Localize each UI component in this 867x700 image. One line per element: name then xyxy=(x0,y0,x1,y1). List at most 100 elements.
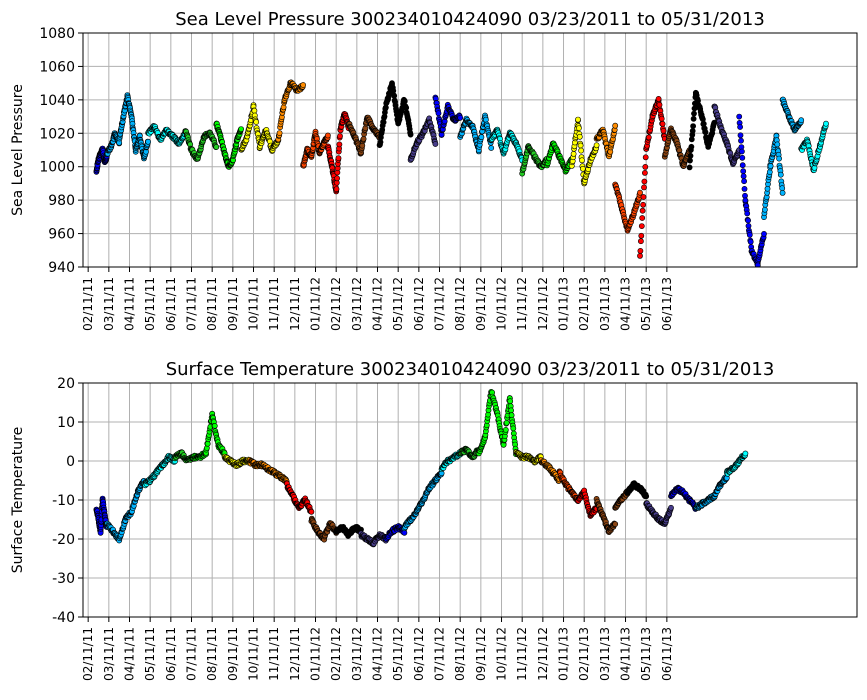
data-point xyxy=(740,168,747,175)
series-segment xyxy=(275,79,306,143)
data-point xyxy=(575,116,581,123)
x-tick-label: 11/11/12 xyxy=(515,627,529,681)
data-point xyxy=(337,133,343,139)
series-segment xyxy=(661,125,693,169)
series-segment xyxy=(407,115,439,163)
data-point xyxy=(507,398,514,405)
x-tick-label: 06/11/12 xyxy=(412,277,426,331)
data-point xyxy=(503,419,510,426)
x-tick-label: 05/11/12 xyxy=(391,277,405,331)
data-point xyxy=(747,238,754,245)
x-tick-label: 09/11/11 xyxy=(226,627,240,681)
data-point xyxy=(508,407,514,414)
y-tick-label: 1000 xyxy=(39,160,75,176)
data-point xyxy=(739,162,746,169)
x-tick-label: 07/11/12 xyxy=(433,277,447,331)
series-segment xyxy=(537,457,563,484)
x-tick-label: 06/11/12 xyxy=(412,627,426,681)
data-point xyxy=(639,207,646,214)
y-tick-label: 1060 xyxy=(39,59,75,75)
series-segment xyxy=(93,495,110,536)
data-point xyxy=(779,189,786,196)
x-tick-label: 06/11/11 xyxy=(164,627,178,681)
x-tick-label: 04/11/12 xyxy=(371,627,385,681)
data-point xyxy=(745,217,751,224)
x-tick-label: 09/11/12 xyxy=(474,277,488,331)
data-point xyxy=(690,123,696,129)
x-tick-label: 12/11/12 xyxy=(536,627,550,681)
data-point xyxy=(776,155,782,162)
x-tick-label: 03/11/12 xyxy=(350,627,364,681)
series-segment xyxy=(612,181,643,234)
data-point xyxy=(643,493,650,500)
x-tick-label: 08/11/12 xyxy=(453,627,467,681)
data-point xyxy=(576,125,582,132)
series-segment xyxy=(246,456,290,485)
series-segment xyxy=(779,96,805,134)
x-tick-label: 12/11/12 xyxy=(536,277,550,331)
data-point xyxy=(488,145,495,151)
x-tick-label: 02/11/13 xyxy=(577,627,591,681)
y-tick-label: -40 xyxy=(52,610,75,626)
data-point xyxy=(774,141,781,148)
data-point xyxy=(737,124,743,130)
y-tick-label: 980 xyxy=(48,193,75,209)
data-point xyxy=(579,157,585,164)
surface-temperature-panel: Surface Temperature 300234010424090 03/2… xyxy=(10,359,858,681)
data-point xyxy=(640,201,646,208)
data-point xyxy=(688,143,695,150)
data-point xyxy=(823,120,829,127)
y-axis-label: Surface Temperature xyxy=(10,427,26,573)
y-tick-label: -30 xyxy=(52,571,75,587)
data-point xyxy=(612,122,619,129)
data-point xyxy=(300,82,306,88)
data-point xyxy=(482,116,489,123)
data-point xyxy=(213,144,220,150)
series-segment xyxy=(643,500,674,527)
series-segment xyxy=(376,80,414,148)
data-point xyxy=(641,178,648,185)
series-segment xyxy=(308,515,340,543)
y-tick-label: 10 xyxy=(57,415,75,431)
data-point xyxy=(238,126,244,133)
data-point xyxy=(746,231,753,238)
data-point xyxy=(253,119,260,125)
series-segment xyxy=(145,123,189,147)
y-axis-label: Sea Level Pressure xyxy=(10,84,26,216)
data-point xyxy=(737,132,744,139)
series-segment xyxy=(519,143,550,177)
x-tick-label: 08/11/11 xyxy=(205,277,219,331)
data-point xyxy=(280,104,287,111)
series-segment xyxy=(300,128,331,169)
data-point xyxy=(637,252,643,259)
series-segment xyxy=(798,120,829,174)
series-segment xyxy=(213,120,244,170)
y-tick-label: 1040 xyxy=(39,93,75,109)
x-tick-label: 09/11/11 xyxy=(226,277,240,331)
data-point xyxy=(576,133,583,140)
series-segment xyxy=(575,487,600,519)
data-point xyxy=(686,164,693,171)
data-point xyxy=(211,422,218,429)
series-segment xyxy=(103,477,147,544)
grid-lines xyxy=(83,382,857,618)
series-segment xyxy=(544,140,575,175)
data-point xyxy=(639,215,646,221)
x-tick-label: 02/11/12 xyxy=(329,627,343,681)
data-point xyxy=(739,154,746,161)
data-points xyxy=(93,388,749,548)
x-tick-label: 10/11/12 xyxy=(495,277,509,331)
plot-frame xyxy=(82,32,858,268)
x-tick-label: 01/11/13 xyxy=(557,277,571,331)
x-tick-label: 07/11/12 xyxy=(433,627,447,681)
data-point xyxy=(638,238,644,245)
data-point xyxy=(658,115,665,122)
data-point xyxy=(336,141,343,148)
x-tick-label: 05/11/13 xyxy=(639,627,653,681)
series-segment xyxy=(723,450,749,477)
data-point xyxy=(308,508,315,515)
data-point xyxy=(510,425,517,432)
x-tick-label: 05/11/13 xyxy=(639,277,653,331)
data-point xyxy=(577,142,584,149)
data-point xyxy=(145,138,151,145)
